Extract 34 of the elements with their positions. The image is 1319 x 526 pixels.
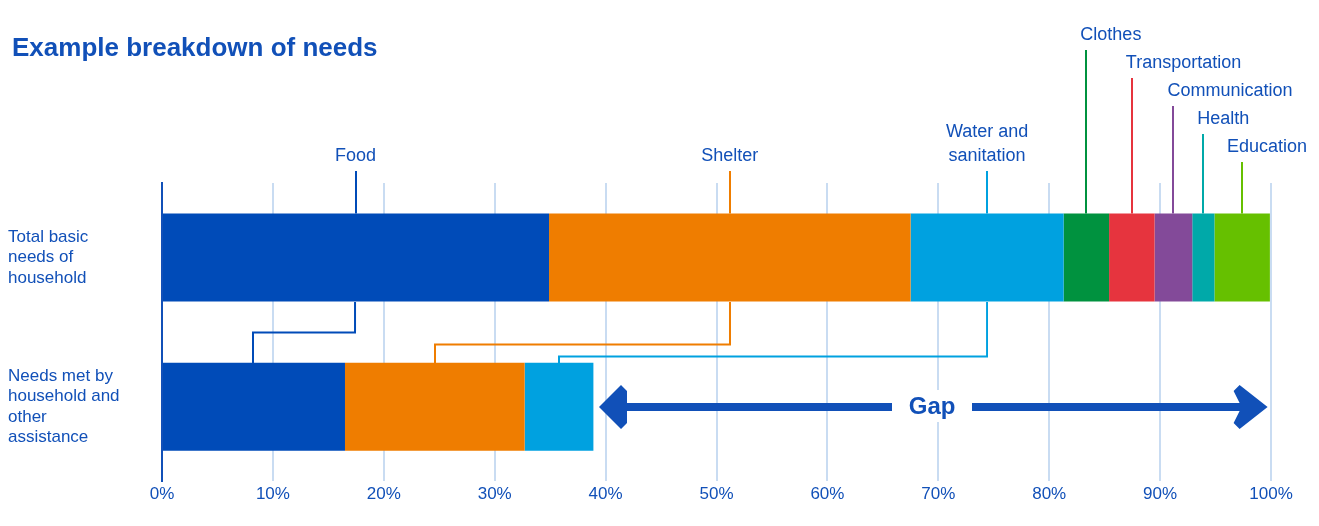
bar	[1063, 213, 1110, 302]
bar	[1154, 213, 1193, 302]
chart-title: Example breakdown of needs	[12, 32, 378, 63]
x-tick-label: 10%	[255, 484, 290, 504]
x-tick-label: 50%	[699, 484, 734, 504]
y-tick-label: Total basic needs of household	[8, 226, 89, 287]
bar	[163, 362, 345, 451]
annotation: Gap	[892, 389, 973, 422]
x-tick-label: 60%	[810, 484, 845, 504]
text: Water and sanitation	[945, 121, 1029, 165]
x-tick-label: 30%	[477, 484, 512, 504]
x-tick-label: 100%	[1249, 484, 1293, 504]
bar	[1192, 213, 1215, 302]
x-tick-label: 20%	[366, 484, 401, 504]
x-tick-label: 0%	[149, 484, 175, 504]
text: Clothes	[1080, 24, 1142, 44]
x-tick-label: 40%	[588, 484, 623, 504]
text: Transportation	[1125, 52, 1242, 72]
bar	[1214, 213, 1270, 302]
x-tick-label: 70%	[921, 484, 956, 504]
x-tick-label: 80%	[1032, 484, 1067, 504]
text: Education	[1226, 136, 1307, 156]
bar	[163, 213, 550, 302]
x-tick-label: 90%	[1143, 484, 1178, 504]
bar	[344, 362, 525, 451]
text: Food	[335, 145, 377, 165]
bar	[524, 362, 594, 451]
text: Health	[1197, 108, 1250, 128]
bar	[1109, 213, 1155, 302]
text: Shelter	[701, 145, 759, 165]
bar	[910, 213, 1064, 302]
text: Communication	[1167, 80, 1293, 100]
bar	[549, 213, 911, 302]
y-tick-label: Needs met by household and other assistance	[8, 365, 120, 447]
